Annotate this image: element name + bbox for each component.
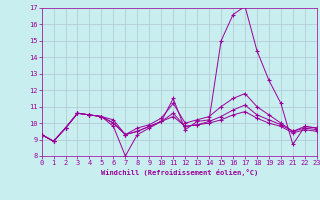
X-axis label: Windchill (Refroidissement éolien,°C): Windchill (Refroidissement éolien,°C) (100, 169, 258, 176)
